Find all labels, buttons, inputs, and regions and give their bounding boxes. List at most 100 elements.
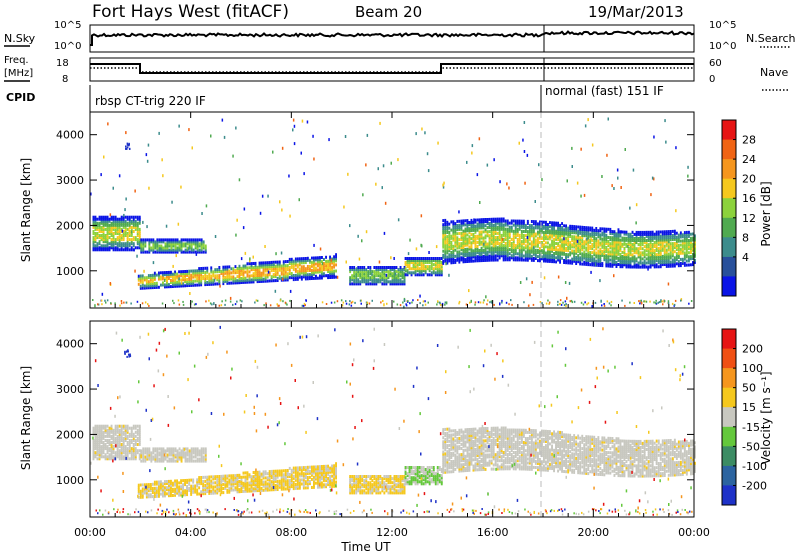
data-cell — [131, 246, 133, 249]
data-cell — [527, 226, 529, 229]
data-cell — [369, 266, 371, 269]
data-cell — [167, 454, 169, 457]
data-cell — [511, 238, 513, 241]
noise-point — [110, 213, 112, 216]
data-cell — [487, 243, 489, 246]
data-cell — [654, 233, 656, 236]
data-cell — [626, 243, 628, 246]
data-cell — [176, 479, 178, 482]
clutter-point — [257, 300, 259, 302]
noise-point — [526, 277, 528, 280]
clutter-point — [523, 301, 525, 303]
clutter-point — [148, 305, 150, 307]
data-cell — [400, 266, 402, 269]
data-cell — [198, 486, 200, 489]
data-cell — [239, 265, 241, 268]
data-cell — [232, 267, 234, 270]
data-cell — [369, 282, 371, 285]
data-cell — [129, 457, 131, 460]
data-cell — [593, 257, 595, 260]
data-cell — [599, 233, 601, 236]
colorbar-swatch — [722, 198, 736, 218]
clutter-point — [680, 300, 682, 302]
data-cell — [125, 445, 127, 448]
data-cell — [117, 435, 119, 438]
data-cell — [101, 234, 103, 237]
data-cell — [489, 255, 491, 258]
nave-bottom-tick: 0 — [709, 74, 715, 85]
data-cell — [173, 249, 175, 252]
noise-point — [524, 182, 526, 185]
data-cell — [319, 275, 321, 278]
data-cell — [194, 269, 196, 272]
data-cell — [668, 230, 670, 233]
data-cell — [249, 262, 251, 265]
data-cell — [166, 486, 168, 489]
power-scatter — [90, 118, 696, 309]
data-cell — [142, 488, 144, 491]
date-label: 19/Mar/2013 — [588, 3, 684, 21]
data-cell — [333, 255, 335, 258]
noise-point — [178, 223, 180, 226]
data-cell — [192, 479, 194, 482]
data-cell — [329, 256, 331, 259]
data-cell — [241, 267, 243, 270]
data-cell — [549, 244, 551, 247]
data-cell — [99, 222, 101, 225]
data-cell — [210, 475, 212, 478]
data-cell — [674, 230, 676, 233]
noise-point — [499, 302, 501, 305]
noise-point — [567, 179, 569, 182]
data-cell — [201, 238, 203, 241]
data-cell — [307, 273, 309, 276]
data-cell — [327, 274, 329, 277]
data-cell — [113, 429, 115, 432]
data-cell — [435, 257, 437, 260]
clutter-point — [570, 300, 572, 302]
noise-point — [292, 128, 294, 131]
noise-point — [479, 201, 481, 204]
data-cell — [178, 481, 180, 484]
clutter-point — [235, 303, 237, 305]
clutter-point — [649, 301, 651, 303]
data-cell — [115, 238, 117, 241]
data-cell — [682, 258, 684, 261]
data-cell — [210, 490, 212, 493]
data-cell — [475, 225, 477, 228]
noise-point — [218, 280, 220, 283]
data-cell — [107, 425, 109, 428]
data-cell — [161, 245, 163, 248]
data-cell — [680, 231, 682, 234]
noise-point — [427, 152, 429, 155]
data-cell — [359, 280, 361, 283]
data-cell — [351, 282, 353, 285]
data-cell — [429, 265, 431, 268]
data-cell — [359, 266, 361, 269]
colorbar-swatch — [722, 257, 736, 277]
data-cell — [135, 216, 137, 219]
data-cell — [662, 255, 664, 258]
data-cell — [640, 251, 642, 254]
data-cell — [644, 245, 646, 248]
data-cell — [103, 455, 105, 458]
clutter-point — [422, 304, 424, 306]
data-cell — [388, 280, 390, 283]
data-cell — [175, 238, 177, 241]
noise-point — [267, 195, 269, 198]
data-cell — [119, 449, 121, 452]
data-cell — [121, 443, 123, 446]
data-cell — [180, 491, 182, 494]
data-cell — [497, 246, 499, 249]
data-cell — [485, 241, 487, 244]
noise-point — [281, 209, 283, 212]
clutter-point — [334, 302, 336, 304]
colorbar-tick-label: 16 — [742, 192, 756, 205]
data-cell — [160, 275, 162, 278]
data-cell — [392, 266, 394, 269]
data-cell — [319, 256, 321, 259]
data-cell — [388, 266, 390, 269]
data-cell — [251, 278, 253, 281]
data-cell — [177, 238, 179, 241]
data-cell — [101, 244, 103, 247]
clutter-point — [565, 305, 567, 307]
